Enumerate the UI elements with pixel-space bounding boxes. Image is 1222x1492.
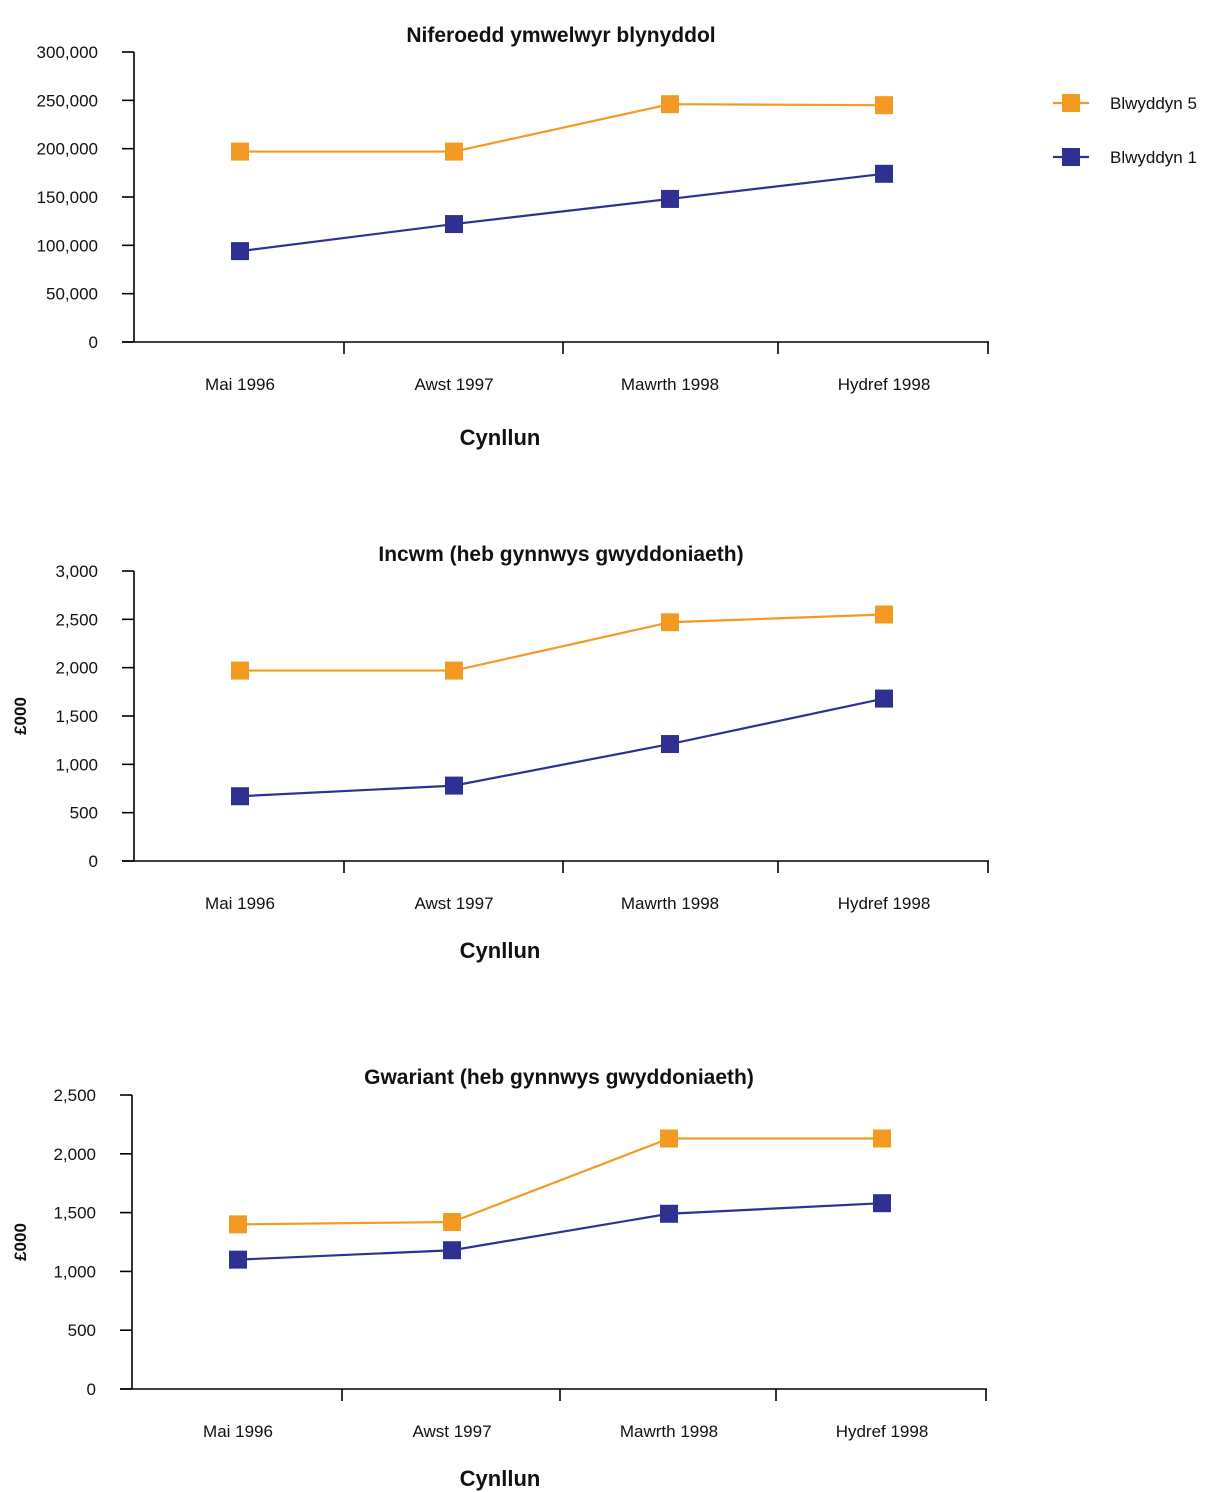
data-point <box>661 735 679 754</box>
data-point <box>229 1250 247 1269</box>
legend-item: Blwyddyn 1 <box>1053 148 1197 167</box>
y-tick-label: 0 <box>89 852 98 871</box>
series-2 <box>231 689 893 806</box>
x-tick-label: Mai 1996 <box>205 894 275 913</box>
data-point <box>661 189 679 208</box>
y-tick-label: 1,500 <box>53 1204 96 1223</box>
series-line <box>240 103 885 153</box>
series-1 <box>231 95 893 161</box>
data-point <box>661 95 679 114</box>
legend-swatch-marker <box>1062 148 1080 166</box>
data-point <box>875 164 893 183</box>
data-point <box>443 1213 461 1232</box>
x-tick-label: Mawrth 1998 <box>620 1422 718 1441</box>
x-axis-label: Cynllun <box>460 938 541 963</box>
series-1 <box>231 605 893 680</box>
data-point <box>445 215 463 234</box>
data-point <box>875 689 893 708</box>
y-tick-label: 1,000 <box>53 1262 96 1281</box>
legend-label: Blwyddyn 5 <box>1110 94 1197 113</box>
data-point <box>443 1241 461 1260</box>
series-2 <box>231 164 893 261</box>
y-tick-label: 2,500 <box>55 610 98 629</box>
chart-2: Incwm (heb gynnwys gwyddoniaeth) 0 500 1,00… <box>11 543 989 963</box>
legend-label: Blwyddyn 1 <box>1110 148 1197 167</box>
x-tick-label: Hydref 1998 <box>838 894 931 913</box>
chart-3: Gwariant (heb gynnwys gwyddoniaeth) 0 500 1… <box>11 1066 987 1491</box>
y-tick-label: 50,000 <box>46 285 98 304</box>
data-point <box>875 96 893 115</box>
chart-title: Gwariant (heb gynnwys gwyddoniaeth) <box>364 1066 754 1089</box>
y-tick-label: 0 <box>89 333 98 352</box>
x-axis-label: Cynllun <box>460 425 541 450</box>
x-tick-label: Hydref 1998 <box>836 1422 929 1441</box>
y-tick-label: 1,000 <box>55 755 98 774</box>
data-point <box>445 661 463 680</box>
data-point <box>229 1215 247 1234</box>
y-tick-label: 150,000 <box>37 188 98 207</box>
chart-title: Incwm (heb gynnwys gwyddoniaeth) <box>378 543 743 566</box>
data-point <box>873 1129 891 1148</box>
data-point <box>231 242 249 261</box>
y-tick-label: 200,000 <box>37 140 98 159</box>
legend: Blwyddyn 5 Blwyddyn 1 <box>1053 94 1197 167</box>
data-point <box>445 776 463 795</box>
y-tick-label: 500 <box>68 1321 96 1340</box>
x-tick-label: Awst 1997 <box>414 375 493 394</box>
series-line <box>239 697 885 798</box>
series-line <box>240 613 885 672</box>
series-line <box>237 1202 883 1261</box>
x-tick-label: Awst 1997 <box>412 1422 491 1441</box>
series-1 <box>229 1129 891 1234</box>
chart-title: Niferoedd ymwelwyr blynyddol <box>406 24 715 47</box>
x-tick-label: Mai 1996 <box>205 375 275 394</box>
series-line <box>237 1137 882 1226</box>
data-point <box>231 142 249 161</box>
y-tick-label: 2,000 <box>53 1145 96 1164</box>
legend-swatch-marker <box>1062 94 1080 112</box>
data-point <box>231 787 249 806</box>
data-point <box>660 1204 678 1223</box>
y-tick-label: 2,500 <box>53 1086 96 1105</box>
y-tick-label: 500 <box>70 804 98 823</box>
y-tick-label: 300,000 <box>37 43 98 62</box>
series-line <box>239 172 885 253</box>
y-tick-label: 100,000 <box>37 236 98 255</box>
y-axis-label: £000 <box>11 1223 30 1261</box>
chart-1: Niferoedd ymwelwyr blynyddol 0 50,000 100,0… <box>37 24 989 450</box>
data-point <box>661 613 679 632</box>
y-tick-label: 1,500 <box>55 707 98 726</box>
x-tick-label: Mai 1996 <box>203 1422 273 1441</box>
data-point <box>875 605 893 624</box>
x-axis-label: Cynllun <box>460 1466 541 1491</box>
x-tick-label: Mawrth 1998 <box>621 375 719 394</box>
y-tick-label: 2,000 <box>55 659 98 678</box>
y-axis-label: £000 <box>11 697 30 735</box>
data-point <box>445 142 463 161</box>
x-tick-label: Awst 1997 <box>414 894 493 913</box>
y-tick-label: 250,000 <box>37 91 98 110</box>
data-point <box>231 661 249 680</box>
y-tick-label: 3,000 <box>55 562 98 581</box>
series-2 <box>229 1194 891 1269</box>
data-point <box>873 1194 891 1213</box>
x-tick-label: Mawrth 1998 <box>621 894 719 913</box>
x-tick-label: Hydref 1998 <box>838 375 931 394</box>
data-point <box>660 1129 678 1148</box>
y-tick-label: 0 <box>87 1380 96 1399</box>
legend-item: Blwyddyn 5 <box>1053 94 1197 113</box>
